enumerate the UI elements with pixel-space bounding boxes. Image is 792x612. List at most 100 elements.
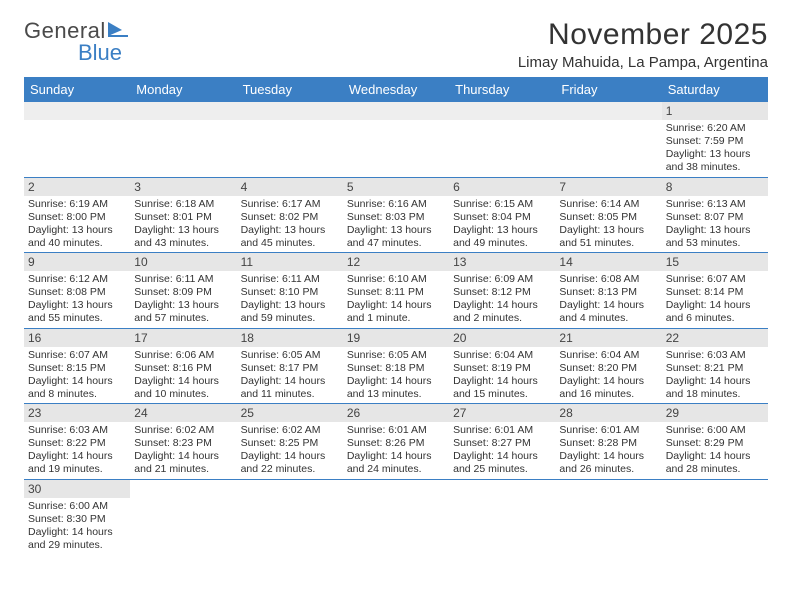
sunrise-text: Sunrise: 6:07 AM (666, 273, 764, 286)
calendar-cell-empty (449, 102, 555, 177)
cell-body: Sunrise: 6:12 AMSunset: 8:08 PMDaylight:… (24, 271, 130, 328)
sunrise-text: Sunrise: 6:01 AM (347, 424, 445, 437)
day-number: 10 (130, 253, 236, 271)
cell-body: Sunrise: 6:01 AMSunset: 8:27 PMDaylight:… (449, 422, 555, 479)
daylight-text: Daylight: 14 hours and 2 minutes. (453, 299, 551, 325)
week-row: 9Sunrise: 6:12 AMSunset: 8:08 PMDaylight… (24, 253, 768, 329)
sunset-text: Sunset: 8:12 PM (453, 286, 551, 299)
calendar-cell: 3Sunrise: 6:18 AMSunset: 8:01 PMDaylight… (130, 178, 236, 253)
sunrise-text: Sunrise: 6:00 AM (666, 424, 764, 437)
calendar-cell: 27Sunrise: 6:01 AMSunset: 8:27 PMDayligh… (449, 404, 555, 479)
day-number: 9 (24, 253, 130, 271)
calendar-cell: 25Sunrise: 6:02 AMSunset: 8:25 PMDayligh… (237, 404, 343, 479)
calendar-cell: 7Sunrise: 6:14 AMSunset: 8:05 PMDaylight… (555, 178, 661, 253)
location: Limay Mahuida, La Pampa, Argentina (518, 54, 768, 71)
calendar: SundayMondayTuesdayWednesdayThursdayFrid… (24, 77, 768, 554)
header: General November 2025 Limay Mahuida, La … (24, 18, 768, 71)
calendar-cell: 16Sunrise: 6:07 AMSunset: 8:15 PMDayligh… (24, 329, 130, 404)
logo-flag-icon (108, 22, 128, 38)
day-number: 1 (662, 102, 768, 120)
calendar-cell: 11Sunrise: 6:11 AMSunset: 8:10 PMDayligh… (237, 253, 343, 328)
day-header: Monday (130, 77, 236, 102)
calendar-cell: 22 Sunrise: 6:03 AMSunset: 8:21 PMDayligh… (662, 329, 768, 404)
sunrise-text: Sunrise: 6:11 AM (134, 273, 232, 286)
cell-body: Sunrise: 6:09 AMSunset: 8:12 PMDaylight:… (449, 271, 555, 328)
day-number: 2 (24, 178, 130, 196)
sunset-text: Sunset: 8:01 PM (134, 211, 232, 224)
week-row: 30Sunrise: 6:00 AMSunset: 8:30 PMDayligh… (24, 480, 768, 555)
daylight-text: Daylight: 14 hours and 11 minutes. (241, 375, 339, 401)
calendar-cell-empty (237, 480, 343, 555)
day-number (130, 480, 236, 484)
day-number: 27 (449, 404, 555, 422)
sunset-text: Sunset: 8:19 PM (453, 362, 551, 375)
day-number (662, 480, 768, 484)
day-number (449, 102, 555, 120)
day-number: 22 (662, 329, 768, 347)
daylight-text: Daylight: 14 hours and 10 minutes. (134, 375, 232, 401)
sunset-text: Sunset: 8:20 PM (559, 362, 657, 375)
cell-body: Sunrise: 6:08 AMSunset: 8:13 PMDaylight:… (555, 271, 661, 328)
daylight-text: Daylight: 14 hours and 13 minutes. (347, 375, 445, 401)
sunset-text: Sunset: 8:00 PM (28, 211, 126, 224)
sunset-text: Sunset: 8:02 PM (241, 211, 339, 224)
calendar-cell-empty (24, 102, 130, 177)
sunset-text: Sunset: 8:13 PM (559, 286, 657, 299)
daylight-text: Daylight: 14 hours and 29 minutes. (28, 526, 126, 552)
sunrise-text: Sunrise: 6:03 AM (28, 424, 126, 437)
sunset-text: Sunset: 7:59 PM (666, 135, 764, 148)
day-number: 18 (237, 329, 343, 347)
sunset-text: Sunset: 8:21 PM (666, 362, 764, 375)
sunset-text: Sunset: 8:22 PM (28, 437, 126, 450)
calendar-cell: 23Sunrise: 6:03 AMSunset: 8:22 PMDayligh… (24, 404, 130, 479)
daylight-text: Daylight: 14 hours and 21 minutes. (134, 450, 232, 476)
sunset-text: Sunset: 8:25 PM (241, 437, 339, 450)
calendar-cell: 2Sunrise: 6:19 AMSunset: 8:00 PMDaylight… (24, 178, 130, 253)
cell-body: Sunrise: 6:10 AMSunset: 8:11 PMDaylight:… (343, 271, 449, 328)
sunset-text: Sunset: 8:10 PM (241, 286, 339, 299)
sunrise-text: Sunrise: 6:04 AM (453, 349, 551, 362)
day-number (449, 480, 555, 484)
cell-body: Sunrise: 6:16 AMSunset: 8:03 PMDaylight:… (343, 196, 449, 253)
daylight-text: Daylight: 14 hours and 18 minutes. (666, 375, 764, 401)
sunrise-text: Sunrise: 6:05 AM (347, 349, 445, 362)
sunrise-text: Sunrise: 6:02 AM (134, 424, 232, 437)
sunset-text: Sunset: 8:05 PM (559, 211, 657, 224)
day-number: 20 (449, 329, 555, 347)
day-number: 8 (662, 178, 768, 196)
day-number: 23 (24, 404, 130, 422)
day-number: 19 (343, 329, 449, 347)
sunrise-text: Sunrise: 6:13 AM (666, 198, 764, 211)
calendar-cell: 4Sunrise: 6:17 AMSunset: 8:02 PMDaylight… (237, 178, 343, 253)
calendar-cell: 19 Sunrise: 6:05 AMSunset: 8:18 PMDayligh… (343, 329, 449, 404)
calendar-cell: 30Sunrise: 6:00 AMSunset: 8:30 PMDayligh… (24, 480, 130, 555)
day-number: 25 (237, 404, 343, 422)
sunset-text: Sunset: 8:03 PM (347, 211, 445, 224)
calendar-cell: 6Sunrise: 6:15 AMSunset: 8:04 PMDaylight… (449, 178, 555, 253)
sunrise-text: Sunrise: 6:07 AM (28, 349, 126, 362)
day-number (130, 102, 236, 120)
cell-body: Sunrise: 6:04 AMSunset: 8:19 PMDaylight:… (449, 347, 555, 404)
calendar-cell-empty (662, 480, 768, 555)
daylight-text: Daylight: 14 hours and 15 minutes. (453, 375, 551, 401)
sunrise-text: Sunrise: 6:09 AM (453, 273, 551, 286)
calendar-cell: 12Sunrise: 6:10 AMSunset: 8:11 PMDayligh… (343, 253, 449, 328)
cell-body: Sunrise: 6:14 AMSunset: 8:05 PMDaylight:… (555, 196, 661, 253)
sunset-text: Sunset: 8:30 PM (28, 513, 126, 526)
calendar-cell: 14Sunrise: 6:08 AMSunset: 8:13 PMDayligh… (555, 253, 661, 328)
week-row: 2Sunrise: 6:19 AMSunset: 8:00 PMDaylight… (24, 178, 768, 254)
sunrise-text: Sunrise: 6:05 AM (241, 349, 339, 362)
day-number: 6 (449, 178, 555, 196)
sunrise-text: Sunrise: 6:03 AM (666, 349, 764, 362)
day-number (343, 102, 449, 120)
calendar-cell-empty (343, 480, 449, 555)
calendar-cell: 15Sunrise: 6:07 AMSunset: 8:14 PMDayligh… (662, 253, 768, 328)
calendar-cell: 10Sunrise: 6:11 AMSunset: 8:09 PMDayligh… (130, 253, 236, 328)
cell-body: Sunrise: 6:18 AMSunset: 8:01 PMDaylight:… (130, 196, 236, 253)
calendar-cell: 21Sunrise: 6:04 AMSunset: 8:20 PMDayligh… (555, 329, 661, 404)
sunset-text: Sunset: 8:18 PM (347, 362, 445, 375)
sunrise-text: Sunrise: 6:04 AM (559, 349, 657, 362)
sunrise-text: Sunrise: 6:20 AM (666, 122, 764, 135)
sunrise-text: Sunrise: 6:01 AM (453, 424, 551, 437)
cell-body: Sunrise: 6:20 AMSunset: 7:59 PMDaylight:… (662, 120, 768, 177)
